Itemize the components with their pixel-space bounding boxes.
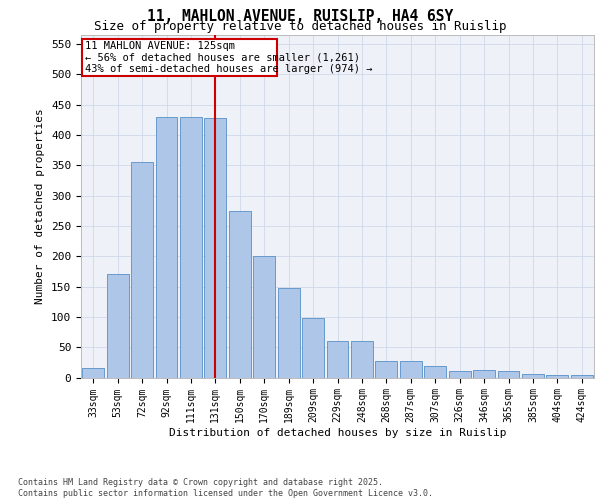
Bar [82,368,104,378]
Bar [180,117,202,378]
Bar [497,372,520,378]
Bar [302,318,324,378]
Y-axis label: Number of detached properties: Number of detached properties [35,108,46,304]
Bar [205,118,226,378]
Text: 43% of semi-detached houses are larger (974) →: 43% of semi-detached houses are larger (… [85,64,373,74]
Bar [400,360,422,378]
Bar [229,211,251,378]
Bar [547,375,568,378]
Bar [424,366,446,378]
Bar [326,341,349,378]
Bar [253,256,275,378]
Bar [107,274,128,378]
Bar [351,341,373,378]
Bar [522,374,544,378]
Bar [278,288,299,378]
Text: 11 MAHLON AVENUE: 125sqm: 11 MAHLON AVENUE: 125sqm [85,41,235,51]
FancyBboxPatch shape [82,38,277,76]
Text: ← 56% of detached houses are smaller (1,261): ← 56% of detached houses are smaller (1,… [85,52,360,62]
Text: Size of property relative to detached houses in Ruislip: Size of property relative to detached ho… [94,20,506,33]
Bar [473,370,495,378]
X-axis label: Distribution of detached houses by size in Ruislip: Distribution of detached houses by size … [169,428,506,438]
Text: 11, MAHLON AVENUE, RUISLIP, HA4 6SY: 11, MAHLON AVENUE, RUISLIP, HA4 6SY [147,9,453,24]
Bar [449,371,470,378]
Bar [376,360,397,378]
Bar [155,117,178,378]
Text: Contains HM Land Registry data © Crown copyright and database right 2025.
Contai: Contains HM Land Registry data © Crown c… [18,478,433,498]
Bar [571,375,593,378]
Bar [131,162,153,378]
